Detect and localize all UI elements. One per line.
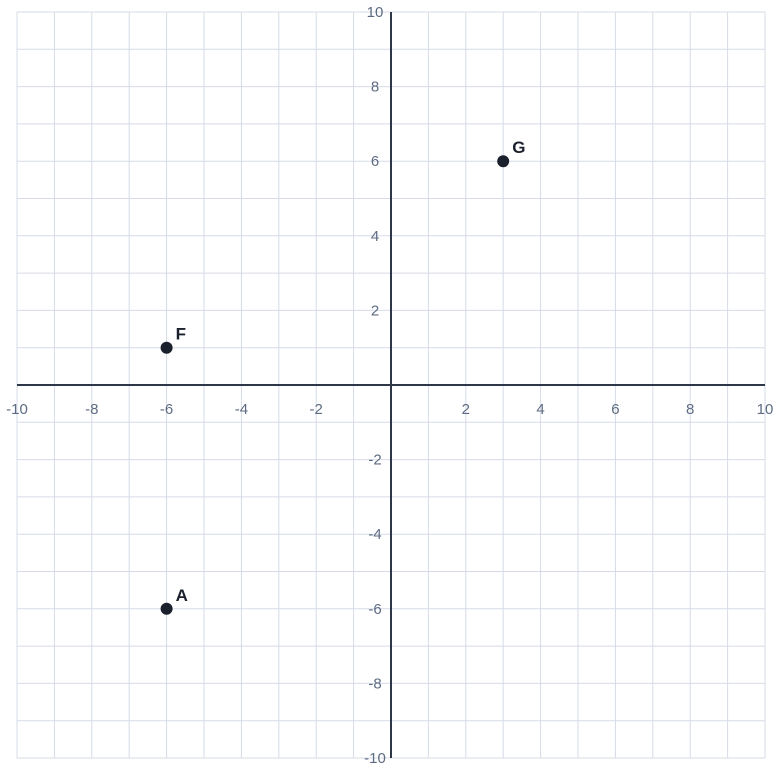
point-label: A (176, 586, 188, 605)
y-tick-label: -2 (368, 452, 381, 469)
x-tick-labels: -10 -8 -6 -4 -2 2 4 6 8 10 (6, 401, 773, 418)
y-tick-label: -8 (368, 675, 381, 692)
x-tick-label: -4 (235, 401, 248, 418)
point-marker (160, 341, 173, 354)
y-tick-label: -10 (364, 750, 386, 767)
y-tick-label: -4 (368, 526, 381, 543)
y-tick-label: 4 (371, 228, 379, 245)
x-tick-label: 8 (686, 401, 694, 418)
x-tick-label: -6 (160, 401, 173, 418)
point-marker (497, 155, 510, 168)
x-tick-label: 10 (757, 401, 773, 418)
x-tick-label: 2 (462, 401, 470, 418)
axes (17, 12, 765, 758)
x-tick-label: -2 (310, 401, 323, 418)
y-tick-label: 2 (371, 302, 379, 319)
y-tick-label: 6 (371, 153, 379, 170)
point-marker (160, 602, 173, 615)
x-tick-label: 6 (611, 401, 619, 418)
point-a: A (160, 586, 188, 615)
y-tick-label: -6 (368, 601, 381, 618)
y-tick-label: 10 (367, 4, 384, 21)
point-label: G (512, 138, 525, 157)
x-tick-label: -10 (6, 401, 28, 418)
x-tick-label: -8 (85, 401, 98, 418)
point-g: G (497, 138, 525, 168)
point-label: F (176, 325, 186, 344)
y-tick-labels: -10 -8 -6 -4 -2 2 4 6 8 10 (364, 4, 386, 767)
x-tick-label: 4 (536, 401, 544, 418)
y-tick-label: 8 (371, 79, 379, 96)
points: G F A (160, 138, 525, 615)
point-f: F (160, 325, 186, 354)
